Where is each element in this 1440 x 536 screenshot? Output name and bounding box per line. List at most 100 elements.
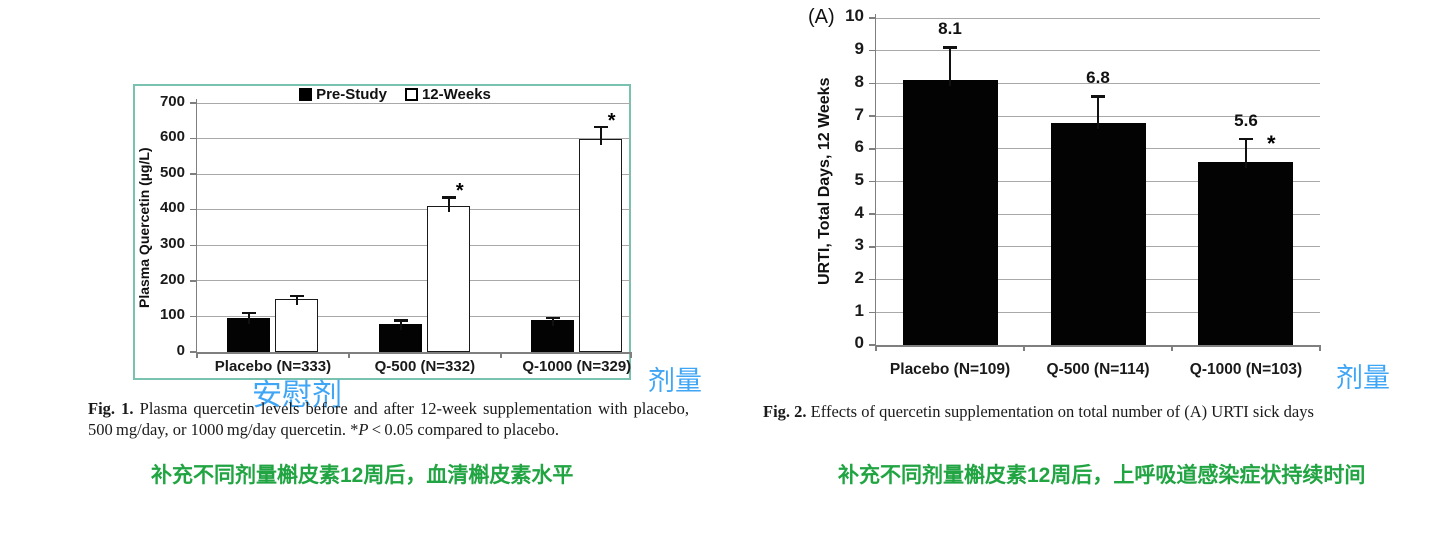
fig1-caption: Fig. 1. Plasma quercetin levels before a… xyxy=(88,398,689,440)
value-label: 5.6 xyxy=(1234,110,1258,130)
fig2-chinese-summary: 补充不同剂量槲皮素12周后，上呼吸道感染症状持续时间 xyxy=(838,464,1366,487)
y-axis xyxy=(195,99,197,357)
y-tick xyxy=(190,208,196,211)
y-tick-label: 6 xyxy=(854,137,864,157)
legend-label-prestudy: Pre-Study xyxy=(316,85,387,103)
y-tick xyxy=(869,213,875,215)
error-bar-cap xyxy=(1238,137,1253,141)
error-bar-cap xyxy=(441,196,456,199)
fig2-caption-label: Fig. 2. xyxy=(763,402,807,421)
significance-asterisk: * xyxy=(607,109,616,132)
bar xyxy=(275,298,319,352)
y-tick-label: 2 xyxy=(854,268,864,288)
y-tick xyxy=(869,311,875,314)
y-tick xyxy=(869,344,875,346)
y-tick xyxy=(869,246,875,248)
category-label: Q-500 (N=332) xyxy=(374,358,476,375)
bar xyxy=(579,138,623,352)
error-bar-line xyxy=(447,197,450,213)
significance-asterisk: * xyxy=(455,180,464,203)
y-tick xyxy=(869,180,875,183)
error-bar-line xyxy=(599,126,602,145)
category-label: Q-1000 (N=329) xyxy=(522,358,632,375)
x-tick xyxy=(630,352,632,358)
y-tick xyxy=(869,148,875,150)
bar xyxy=(902,80,998,345)
gridline xyxy=(197,138,631,140)
category-label: Placebo (N=333) xyxy=(214,358,332,375)
y-tick-label: 400 xyxy=(159,199,185,217)
category-label: Q-500 (N=114) xyxy=(1046,361,1150,378)
error-bar-line xyxy=(295,295,298,305)
error-bar-line xyxy=(949,47,951,87)
value-label: 6.8 xyxy=(1086,68,1110,88)
gridline xyxy=(876,82,1320,84)
error-bar-cap xyxy=(943,46,957,49)
error-bar-line xyxy=(1097,96,1099,129)
category-label: Q-1000 (N=103) xyxy=(1189,361,1303,378)
y-tick xyxy=(869,278,875,281)
x-tick xyxy=(1023,345,1025,351)
gridline xyxy=(197,102,631,104)
x-tick xyxy=(348,352,350,358)
x-tick xyxy=(875,345,877,351)
y-tick xyxy=(869,49,875,52)
error-bar-cap xyxy=(593,125,608,129)
error-bar-cap xyxy=(545,316,560,320)
y-tick-label: 3 xyxy=(854,235,864,255)
fig1-caption-pvar: P xyxy=(358,420,369,440)
legend-swatch-open-icon xyxy=(404,87,418,101)
x-tick xyxy=(500,352,502,358)
error-bar-line xyxy=(1244,138,1247,168)
error-bar-line xyxy=(247,312,250,325)
category-label: Placebo (N=109) xyxy=(889,361,1011,378)
bar xyxy=(427,206,471,352)
x-axis xyxy=(195,352,631,354)
y-tick-label: 200 xyxy=(159,270,185,288)
y-tick-label: 100 xyxy=(159,306,185,324)
x-tick xyxy=(196,352,198,358)
y-tick-label: 1 xyxy=(854,300,864,320)
gridline xyxy=(876,17,1320,19)
legend-item-12weeks: 12-Weeks xyxy=(404,85,491,103)
error-bar-cap xyxy=(393,319,408,322)
fig1-plot-area: 0 100 200 300 400 500 600 700 Placebo (N=333) Q-5… xyxy=(160,93,632,375)
x-tick xyxy=(1319,345,1321,351)
fig1-placebo-annotation: 安慰剂 xyxy=(252,379,342,412)
legend-item-prestudy: Pre-Study xyxy=(299,86,387,103)
fig2-plot-area: 0 1 2 3 4 5 6 7 8 9 10 Placebo (N=109) 8.1 Q-500 (N=1… xyxy=(845,7,1321,378)
legend-label-12weeks: 12-Weeks xyxy=(421,85,491,103)
y-tick xyxy=(190,173,196,175)
gridline xyxy=(197,315,631,317)
y-tick-label: 4 xyxy=(854,202,864,222)
y-tick-label: 700 xyxy=(159,92,185,110)
y-tick xyxy=(190,280,196,282)
fig2-caption: Fig. 2. Effects of quercetin supplementa… xyxy=(763,401,1363,422)
y-tick xyxy=(190,351,196,353)
y-tick xyxy=(190,315,196,318)
error-bar-cap xyxy=(289,294,304,298)
error-bar-line xyxy=(399,320,402,330)
y-tick-label: 8 xyxy=(854,71,864,91)
fig2-panel-letter: (A) xyxy=(808,6,835,28)
fig1-dose-annotation: 剂量 xyxy=(648,366,702,396)
legend-swatch-filled-icon xyxy=(299,87,313,101)
y-tick-label: 300 xyxy=(159,234,185,252)
y-tick xyxy=(190,244,196,247)
y-axis xyxy=(874,14,876,350)
fig1-caption-text-1: Plasma quercetin levels before and after… xyxy=(88,399,689,440)
fig2-dose-annotation: 剂量 xyxy=(1336,363,1390,393)
y-tick xyxy=(869,115,875,117)
y-tick-label: 5 xyxy=(854,169,864,189)
gridline xyxy=(876,50,1320,52)
y-tick-label: 0 xyxy=(176,341,185,359)
fig2-caption-text: Effects of quercetin supplementation on … xyxy=(806,402,1314,421)
fig1-caption-text-2: < 0.05 compared to placebo. xyxy=(368,420,559,440)
fig1-caption-label: Fig. 1. xyxy=(88,399,134,418)
error-bar-line xyxy=(551,317,554,326)
bar xyxy=(1198,161,1294,345)
fig1-chinese-summary: 补充不同剂量槲皮素12周后，血清槲皮素水平 xyxy=(151,464,574,487)
bar xyxy=(1050,122,1146,345)
y-tick-label: 7 xyxy=(854,104,864,124)
